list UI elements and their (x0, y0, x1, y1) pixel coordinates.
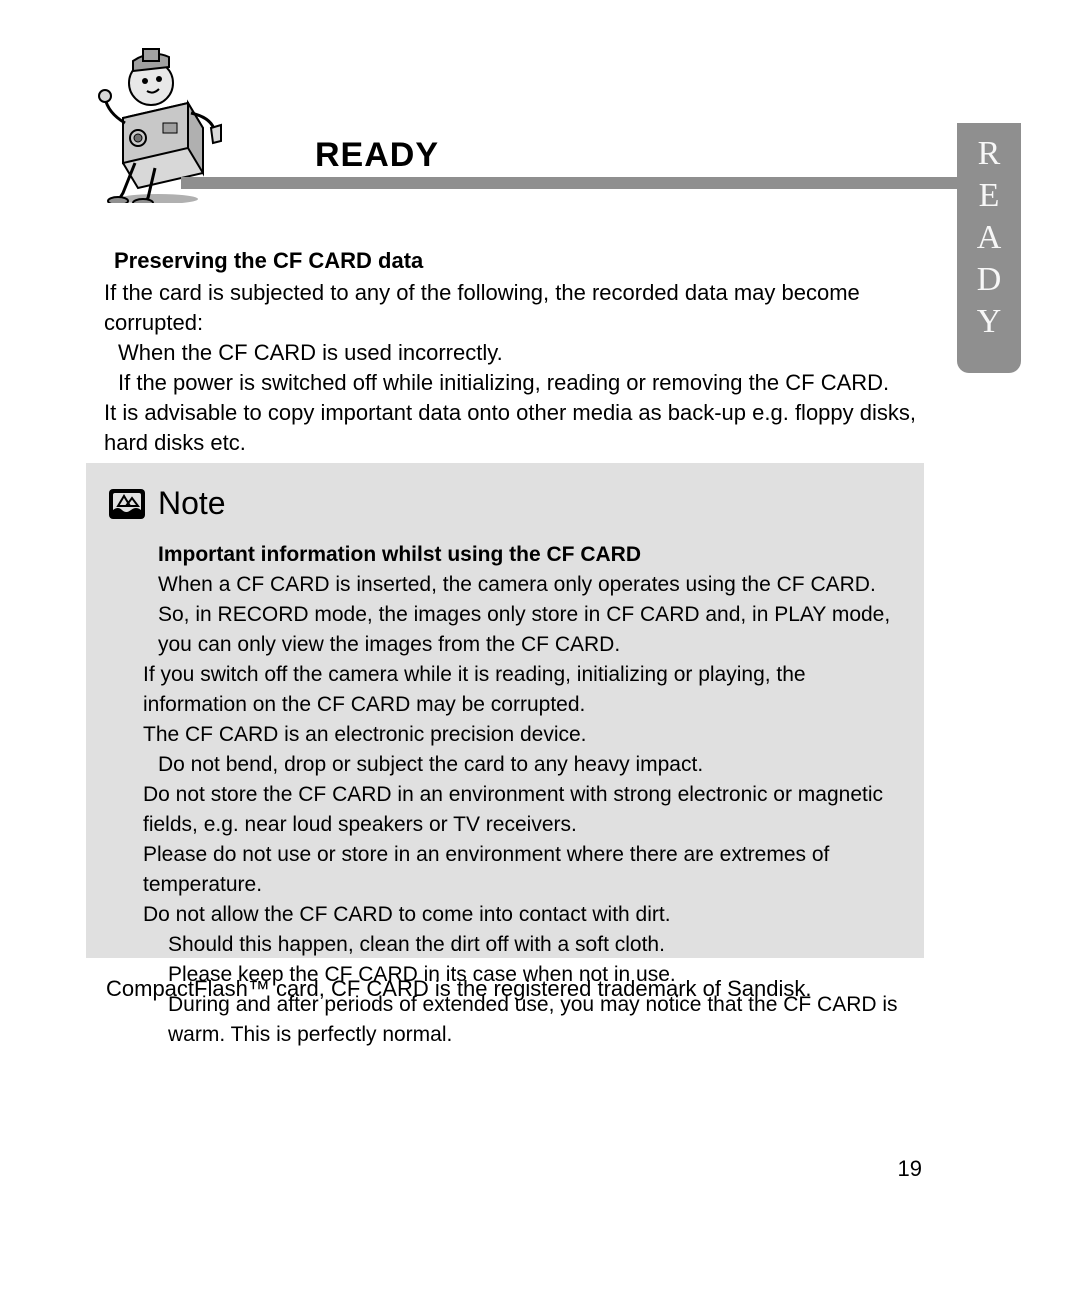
note-paragraph: Do not store the CF CARD in an environme… (143, 780, 902, 840)
page: READY R E A D Y Preserving the CF CARD d… (0, 0, 1080, 1295)
note-icon (108, 488, 146, 520)
note-paragraph: The CF CARD is an electronic precision d… (143, 720, 902, 750)
note-heading: Important information whilst using the C… (158, 540, 902, 570)
header: READY (85, 33, 1080, 193)
note-paragraph: Do not bend, drop or subject the card to… (158, 750, 902, 780)
section-tab-ready: R E A D Y (957, 123, 1021, 373)
note-box: Note Important information whilst using … (86, 463, 924, 958)
tab-letter: Y (977, 301, 1002, 343)
note-paragraph: If you switch off the camera while it is… (143, 660, 902, 720)
tab-letter: A (977, 217, 1002, 259)
note-paragraph: So, in RECORD mode, the images only stor… (158, 600, 902, 660)
note-title: Note (158, 485, 226, 522)
page-title: READY (315, 136, 439, 175)
body-paragraph: If the card is subjected to any of the f… (104, 278, 924, 338)
section-preserving: Preserving the CF CARD data If the card … (104, 246, 924, 488)
note-body: Important information whilst using the C… (108, 540, 902, 1050)
section-heading: Preserving the CF CARD data (114, 246, 924, 276)
body-paragraph: When the CF CARD is used incorrectly. (118, 338, 924, 368)
note-header: Note (108, 485, 902, 522)
header-divider (181, 177, 1001, 189)
note-paragraph: Please do not use or store in an environ… (143, 840, 902, 900)
tab-letter: R (978, 133, 1001, 175)
note-paragraph: Do not allow the CF CARD to come into co… (143, 900, 902, 930)
tab-letter: D (977, 259, 1002, 301)
page-number: 19 (898, 1156, 922, 1182)
trademark-note: CompactFlash™ card, CF CARD is the regis… (106, 976, 926, 1002)
body-paragraph: If the power is switched off while initi… (118, 368, 924, 398)
body-paragraph: It is advisable to copy important data o… (104, 398, 924, 458)
note-paragraph: When a CF CARD is inserted, the camera o… (158, 570, 902, 600)
note-paragraph: Should this happen, clean the dirt off w… (168, 930, 902, 960)
tab-letter: E (979, 175, 1000, 217)
